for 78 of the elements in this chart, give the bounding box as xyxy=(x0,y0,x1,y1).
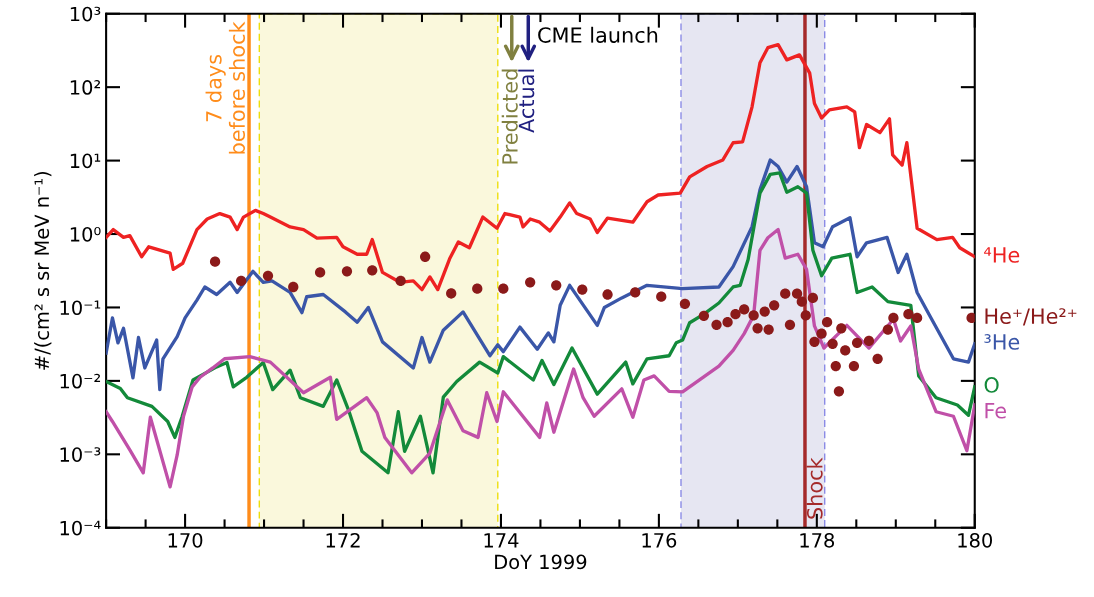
point xyxy=(739,304,750,315)
series-label: Fe xyxy=(985,403,1006,419)
point xyxy=(836,323,847,334)
series-label: He⁺/He²⁺ xyxy=(985,308,1077,326)
point xyxy=(809,336,820,348)
point xyxy=(882,324,894,335)
point xyxy=(759,306,770,317)
point xyxy=(800,310,811,321)
ref-line-label: 7 days before shock xyxy=(205,21,246,154)
point xyxy=(341,266,353,277)
point xyxy=(262,270,274,281)
x-tick-label: 176 xyxy=(642,532,677,548)
x-tick-label: 172 xyxy=(326,532,360,548)
point xyxy=(791,288,803,299)
point xyxy=(656,291,667,302)
point xyxy=(446,288,457,299)
point xyxy=(840,345,851,356)
point xyxy=(288,281,299,293)
point xyxy=(698,310,710,321)
point xyxy=(722,317,733,328)
point xyxy=(816,328,827,339)
point xyxy=(679,298,691,309)
y-tick-label: 10⁻³ xyxy=(60,447,101,462)
y-tick-label: 10⁰ xyxy=(70,226,101,242)
y-tick-label: 10² xyxy=(70,80,101,95)
point xyxy=(863,335,875,347)
point xyxy=(551,280,562,291)
point xyxy=(872,353,883,364)
point xyxy=(827,338,838,349)
point xyxy=(966,312,975,324)
point xyxy=(833,386,845,397)
y-tick-label: 10³ xyxy=(70,6,101,22)
point xyxy=(748,310,759,321)
point xyxy=(395,275,406,287)
point xyxy=(888,312,899,324)
series-label: ⁴He xyxy=(984,247,1020,263)
point xyxy=(525,277,536,288)
point xyxy=(577,284,588,295)
point xyxy=(472,283,483,294)
point xyxy=(630,287,641,298)
point xyxy=(498,283,509,294)
series-label: O xyxy=(984,377,999,393)
y-tick-label: 10¹ xyxy=(70,153,101,169)
point xyxy=(830,360,841,372)
point xyxy=(903,309,914,320)
annotation: Actual xyxy=(518,69,535,133)
point xyxy=(763,324,774,335)
y-tick-label: 10⁻² xyxy=(60,373,101,389)
point xyxy=(821,317,833,328)
annotation: Predicted xyxy=(501,69,518,164)
point xyxy=(848,360,860,372)
x-tick-label: 180 xyxy=(958,532,993,548)
point xyxy=(711,319,722,330)
point xyxy=(851,337,863,348)
y-axis-title: #/(cm² s sr MeV n⁻¹) xyxy=(34,171,52,370)
point xyxy=(911,312,923,324)
point xyxy=(752,323,763,334)
x-tick-label: 174 xyxy=(484,533,519,548)
point xyxy=(784,319,796,330)
point xyxy=(769,300,780,311)
y-tick-label: 10⁻⁴ xyxy=(60,520,101,536)
ref-line-label: Shock xyxy=(806,457,823,519)
point xyxy=(807,292,819,304)
point xyxy=(730,309,741,320)
point xyxy=(780,288,791,299)
annotation: CME launch xyxy=(538,26,658,43)
x-tick-label: 170 xyxy=(168,532,203,548)
point xyxy=(209,256,221,267)
point xyxy=(314,267,326,278)
x-axis-title: DoY 1999 xyxy=(495,554,587,570)
point xyxy=(796,296,807,307)
series-label: ³He xyxy=(984,334,1020,350)
point xyxy=(236,275,247,287)
x-tick-label: 178 xyxy=(800,532,835,548)
point xyxy=(602,289,613,300)
point xyxy=(367,265,378,276)
y-tick-label: 10⁻¹ xyxy=(60,300,101,316)
point xyxy=(419,251,431,262)
